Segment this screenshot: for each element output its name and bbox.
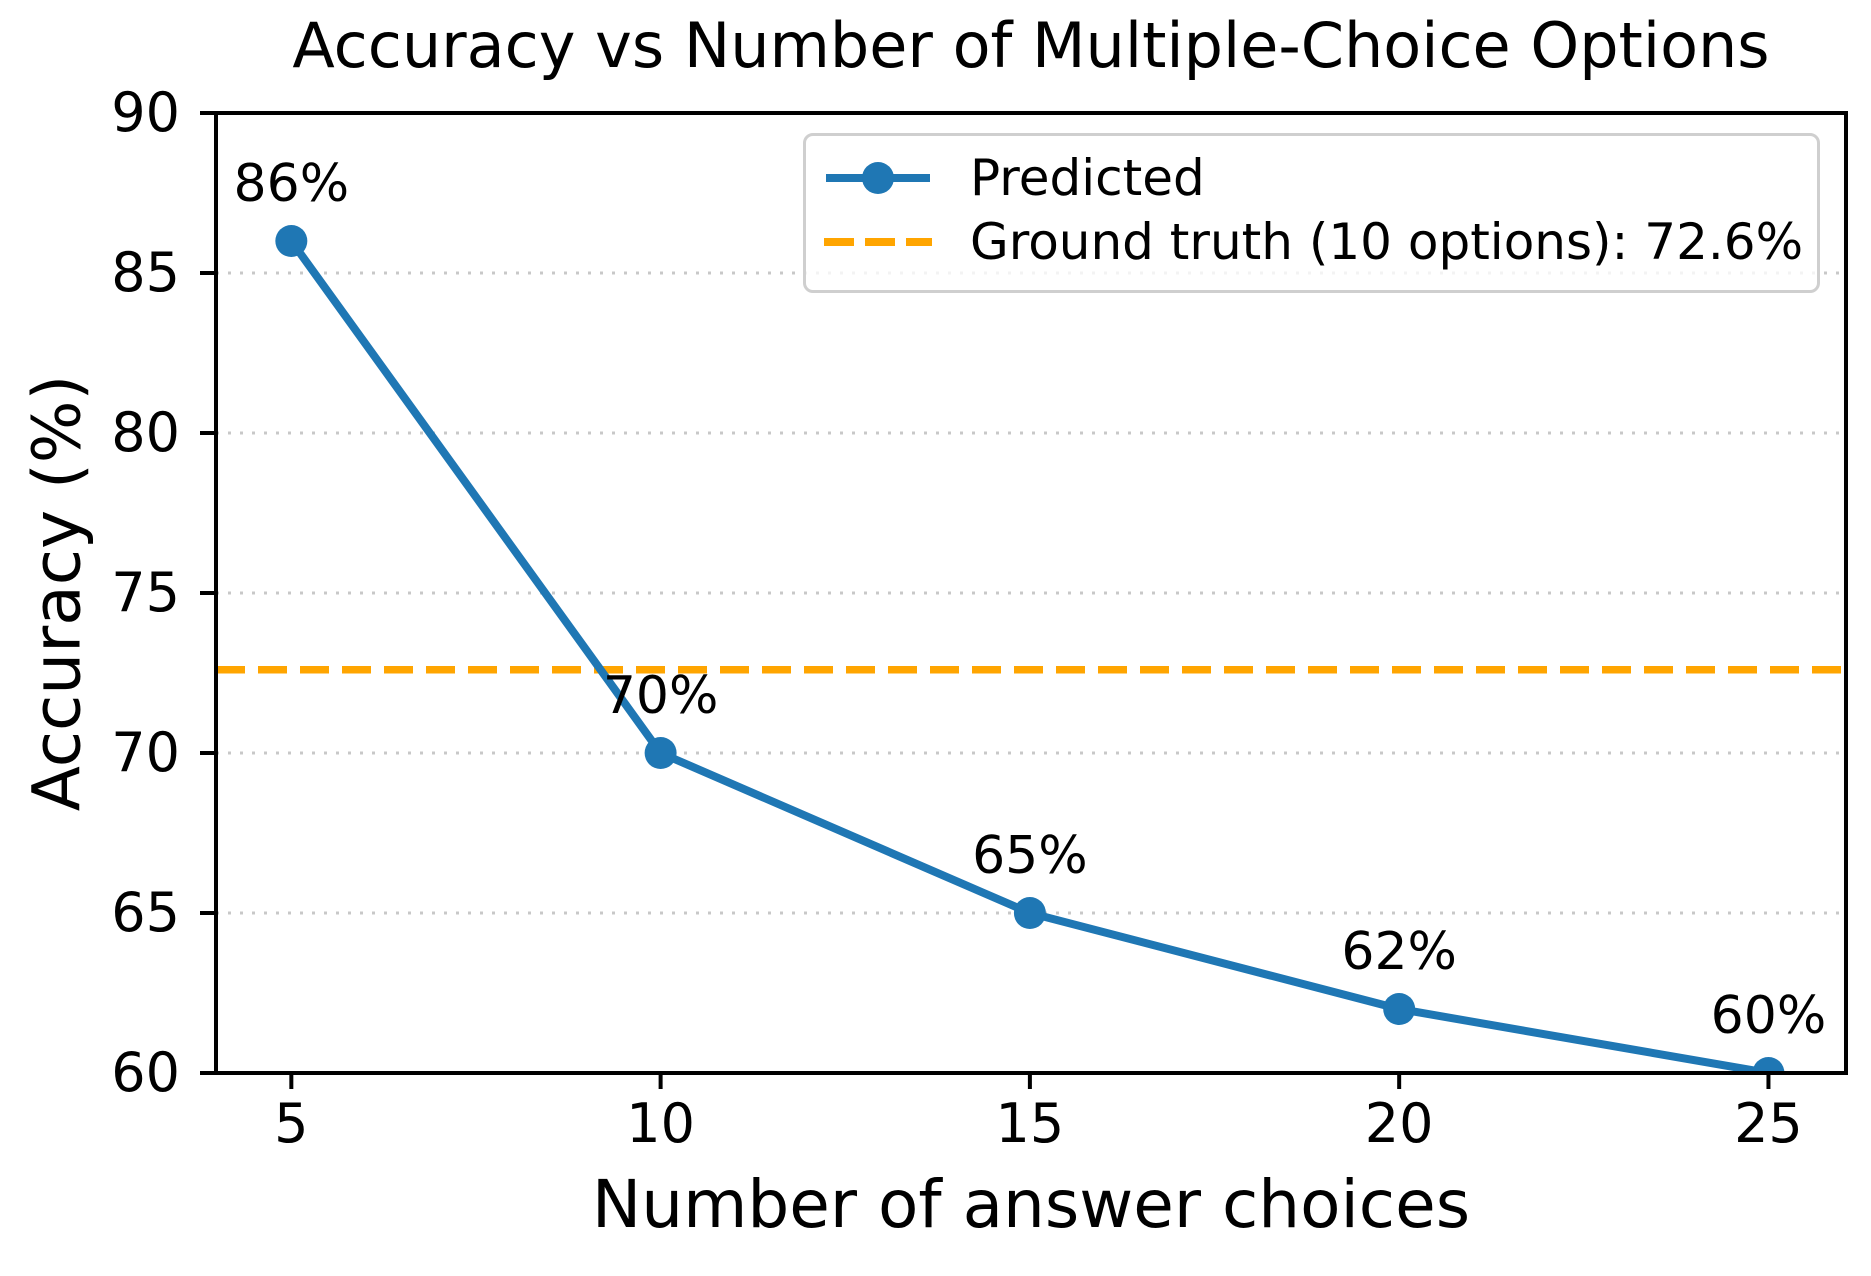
- data-point-marker: [1383, 993, 1416, 1025]
- legend-entry-predicted: Predicted: [822, 153, 1817, 203]
- x-axis-label: Number of answer choices: [591, 1166, 1471, 1243]
- data-point-marker: [1013, 897, 1046, 929]
- data-point-marker: [1752, 1057, 1785, 1073]
- legend-dashed-line-sample: [824, 237, 932, 246]
- data-point-marker: [644, 737, 677, 769]
- data-point-marker: [275, 225, 308, 257]
- chart-title: Accuracy vs Number of Multiple-Choice Op…: [292, 9, 1770, 82]
- legend-line-marker-sample: [826, 162, 930, 195]
- legend-label-predicted: Predicted: [970, 149, 1205, 208]
- legend: Predicted Ground truth (10 options): 72.…: [803, 133, 1820, 293]
- legend-entry-ground-truth: Ground truth (10 options): 72.6%: [822, 217, 1817, 267]
- predicted-line: [288, 238, 1770, 1073]
- series-predicted: [275, 225, 1785, 1073]
- legend-label-ground-truth: Ground truth (10 options): 72.6%: [970, 212, 1804, 271]
